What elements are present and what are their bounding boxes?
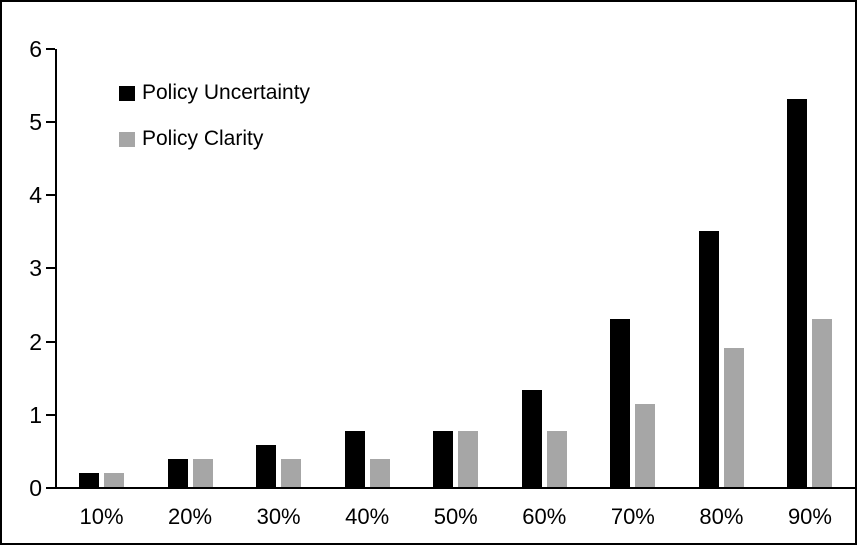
- legend-swatch-policy-clarity: [119, 131, 135, 147]
- y-tick-label-5: 5: [29, 109, 42, 135]
- y-axis-line: [55, 49, 57, 489]
- bar-policy-clarity-40: [369, 459, 390, 487]
- bar-policy-uncertainty-20: [167, 459, 188, 487]
- y-tick-6: [46, 47, 55, 50]
- y-tick-label-1: 1: [29, 401, 42, 428]
- x-tick-label-10: 10%: [79, 504, 124, 529]
- x-tick-label-20: 20%: [168, 504, 213, 529]
- bar-policy-uncertainty-90: [787, 99, 808, 487]
- x-tick-label-70: 70%: [610, 504, 655, 529]
- bar-policy-clarity-60: [546, 431, 567, 487]
- x-tick-label-40: 40%: [345, 504, 390, 529]
- y-tick-4: [46, 194, 55, 197]
- bar-policy-uncertainty-70: [610, 319, 631, 487]
- x-tick-label-60: 60%: [522, 504, 567, 529]
- legend-item-policy-uncertainty: Policy Uncertainty: [119, 81, 311, 104]
- y-tick-2: [46, 340, 55, 343]
- y-tick-label-6: 6: [29, 35, 42, 62]
- bar-policy-uncertainty-60: [521, 390, 542, 487]
- bar-policy-uncertainty-30: [256, 445, 277, 487]
- bar-policy-uncertainty-80: [698, 231, 719, 487]
- x-tick-label-50: 50%: [433, 504, 478, 529]
- bar-policy-clarity-30: [281, 459, 302, 487]
- bar-policy-clarity-90: [812, 319, 833, 487]
- y-tick-1: [46, 413, 55, 416]
- bar-policy-clarity-10: [104, 473, 124, 487]
- x-tick-label-90: 90%: [787, 504, 832, 529]
- bar-policy-clarity-20: [192, 459, 213, 487]
- x-tick-label-80: 80%: [699, 504, 744, 529]
- bar-policy-uncertainty-50: [433, 431, 454, 487]
- legend-item-policy-clarity: Policy Clarity: [119, 127, 264, 150]
- legend-label-policy-uncertainty: Policy Uncertainty: [142, 81, 311, 104]
- legend-swatch-policy-uncertainty: [119, 85, 135, 101]
- bar-policy-uncertainty-10: [79, 473, 99, 487]
- y-tick-label-3: 3: [29, 255, 42, 282]
- x-axis-line: [55, 487, 855, 489]
- x-tick-label-30: 30%: [256, 504, 301, 529]
- legend-label-policy-clarity: Policy Clarity: [142, 127, 264, 150]
- bar-policy-clarity-70: [635, 404, 656, 487]
- bar-policy-clarity-50: [458, 431, 479, 487]
- y-tick-0: [46, 487, 55, 489]
- y-tick-label-0: 0: [29, 475, 42, 501]
- y-tick-label-4: 4: [29, 182, 42, 209]
- y-tick-3: [46, 267, 55, 270]
- y-tick-label-2: 2: [29, 328, 42, 355]
- bar-policy-clarity-80: [723, 348, 744, 487]
- bar-policy-uncertainty-40: [344, 431, 365, 487]
- y-tick-5: [46, 121, 55, 123]
